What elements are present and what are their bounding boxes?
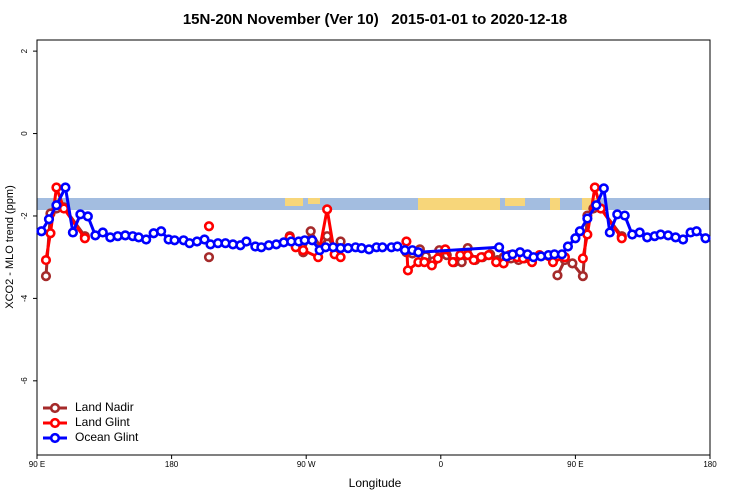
y-axis-label: XCO2 - MLO trend (ppm) [4,185,16,308]
data-point [60,182,71,193]
y-tick-label: 2 [20,48,29,53]
data-point [401,236,412,247]
data-point [426,260,437,271]
data-point [589,182,600,193]
data-point [322,204,333,215]
x-tick-label: 90 W [297,460,316,469]
data-point [562,241,574,252]
legend-marker [49,417,61,429]
data-point [156,226,167,237]
data-point [43,214,55,225]
x-tick-label: 180 [703,460,717,469]
data-point [604,227,615,238]
data-point [616,233,627,244]
data-point [40,254,52,266]
data-point [392,241,403,252]
legend-label: Land Nadir [75,400,134,414]
data-point [51,182,62,193]
data-point [691,226,702,237]
x-axis-label: Longitude [349,476,402,490]
land-strip [418,198,500,210]
y-tick-label: -6 [20,377,29,385]
y-tick-label: 0 [20,131,29,136]
data-point [556,249,568,260]
land-strip [550,198,560,210]
data-point [552,270,563,281]
legend-marker [49,402,61,414]
data-point [67,227,78,238]
data-point [45,228,56,239]
data-point [241,236,252,247]
data-point [307,235,318,246]
land-strip [285,198,303,206]
plot-frame [36,39,711,456]
data-point [298,245,309,256]
data-point [97,227,108,238]
x-tick-label: 180 [165,460,179,469]
data-point [494,242,505,253]
data-point [51,200,62,211]
chart-title: 15N-20N November (Ver 10) 2015-01-01 to … [183,11,567,28]
data-point [677,234,689,245]
data-point [598,183,609,194]
data-point [203,252,215,263]
data-point [141,234,152,245]
data-point [574,226,585,237]
data-point [413,247,424,258]
data-point [619,210,630,221]
data-point [567,258,578,269]
data-point [203,221,215,232]
y-tick-label: -4 [20,294,29,302]
data-point [305,226,316,237]
x-tick-label: 90 E [567,460,583,469]
land-strip [505,198,525,206]
data-point [432,253,443,264]
data-point [377,242,388,253]
ocean-strip [37,198,710,210]
data-point [447,257,458,268]
data-point [36,226,47,237]
legend-label: Land Glint [75,415,130,429]
data-point [634,227,645,238]
data-point [483,250,494,261]
map-strip [37,198,710,210]
data-point [570,233,581,244]
legend-marker [49,432,61,444]
y-tick-label: -2 [20,212,29,220]
x-tick-label: 90 E [29,460,45,469]
data-point [402,265,413,276]
data-point [40,271,52,282]
data-point [577,271,588,282]
data-point [582,213,593,224]
data-point [700,233,711,244]
data-point [79,233,90,244]
data-point [335,252,346,263]
data-point [169,235,180,246]
land-strip [308,198,320,204]
data-point [577,253,588,264]
data-point [591,200,602,211]
x-tick-label: 0 [439,460,444,469]
data-point [82,211,93,222]
legend-label: Ocean Glint [75,430,139,444]
